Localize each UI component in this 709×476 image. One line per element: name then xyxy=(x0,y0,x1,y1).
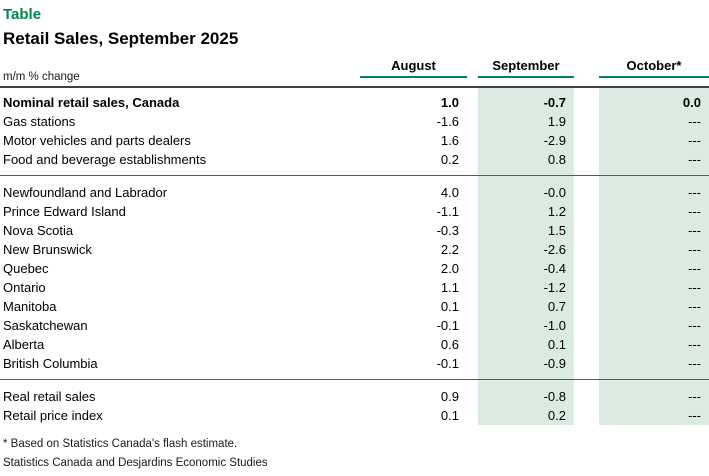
table-row: Real retail sales 0.9 -0.8 --- xyxy=(0,387,709,406)
table-row: Nova Scotia -0.3 1.5 --- xyxy=(0,221,709,240)
row-label: Saskatchewan xyxy=(3,318,88,333)
table-row: British Columbia -0.1 -0.9 --- xyxy=(0,354,709,373)
table-row: New Brunswick 2.2 -2.6 --- xyxy=(0,240,709,259)
row-label: Quebec xyxy=(3,261,49,276)
section-divider xyxy=(0,175,709,176)
cell-september: -1.0 xyxy=(543,318,566,333)
cell-september: -2.9 xyxy=(543,133,566,148)
table-row: Manitoba 0.1 0.7 --- xyxy=(0,297,709,316)
cell-september: -0.7 xyxy=(543,95,566,110)
row-label: Alberta xyxy=(3,337,45,352)
table-row: Quebec 2.0 -0.4 --- xyxy=(0,259,709,278)
row-label: Ontario xyxy=(3,280,46,295)
row-label: British Columbia xyxy=(3,356,98,371)
table-row: Saskatchewan -0.1 -1.0 --- xyxy=(0,316,709,335)
cell-august: 2.2 xyxy=(440,242,459,257)
row-label: Motor vehicles and parts dealers xyxy=(3,133,191,148)
row-label: New Brunswick xyxy=(3,242,92,257)
cell-august: 1.0 xyxy=(440,95,459,110)
table-row: Motor vehicles and parts dealers 1.6 -2.… xyxy=(0,131,709,150)
row-label: Prince Edward Island xyxy=(3,204,126,219)
september-shaded-band xyxy=(478,88,574,425)
cell-august: -0.1 xyxy=(436,318,459,333)
row-label: Manitoba xyxy=(3,299,57,314)
table-row: Alberta 0.6 0.1 --- xyxy=(0,335,709,354)
cell-august: 4.0 xyxy=(440,185,459,200)
cell-october: --- xyxy=(688,185,701,200)
cell-october: --- xyxy=(688,356,701,371)
row-label: Gas stations xyxy=(3,114,76,129)
cell-august: -0.1 xyxy=(436,356,459,371)
cell-august: 2.0 xyxy=(440,261,459,276)
cell-august: -1.1 xyxy=(436,204,459,219)
column-header-september-label: September xyxy=(478,57,574,78)
table-kicker: Table xyxy=(3,6,42,23)
cell-september: -0.4 xyxy=(543,261,566,276)
cell-september: -0.8 xyxy=(543,389,566,404)
cell-september: 1.2 xyxy=(547,204,566,219)
cell-october: --- xyxy=(688,261,701,276)
column-header-september: September xyxy=(467,50,574,86)
cell-september: 0.1 xyxy=(547,337,566,352)
cell-august: 0.6 xyxy=(440,337,459,352)
cell-september: 1.9 xyxy=(547,114,566,129)
cell-october: --- xyxy=(688,242,701,257)
cell-october: --- xyxy=(688,280,701,295)
table-row: Ontario 1.1 -1.2 --- xyxy=(0,278,709,297)
cell-september: 0.8 xyxy=(547,152,566,167)
cell-september: -0.9 xyxy=(543,356,566,371)
cell-october: --- xyxy=(688,389,701,404)
table-row: Retail price index 0.1 0.2 --- xyxy=(0,406,709,425)
row-label: Nova Scotia xyxy=(3,223,74,238)
column-header-august: August xyxy=(357,50,467,86)
cell-october: --- xyxy=(688,223,701,238)
column-header-october-label: October* xyxy=(599,57,709,78)
cell-september: -1.2 xyxy=(543,280,566,295)
cell-october: --- xyxy=(688,408,701,423)
cell-august: 1.1 xyxy=(440,280,459,295)
cell-august: -0.3 xyxy=(436,223,459,238)
cell-october: --- xyxy=(688,152,701,167)
cell-october: 0.0 xyxy=(682,95,701,110)
cell-october: --- xyxy=(688,299,701,314)
row-label: Newfoundland and Labrador xyxy=(3,185,168,200)
footnotes: * Based on Statistics Canada's flash est… xyxy=(3,435,709,473)
cell-august: 0.1 xyxy=(440,299,459,314)
row-label: Retail price index xyxy=(3,408,103,423)
row-label: Real retail sales xyxy=(3,389,96,404)
column-header-october: October* xyxy=(574,50,709,86)
cell-september: 1.5 xyxy=(547,223,566,238)
cell-september: 0.2 xyxy=(547,408,566,423)
october-shaded-band xyxy=(599,88,709,425)
cell-september: -2.6 xyxy=(543,242,566,257)
cell-october: --- xyxy=(688,337,701,352)
cell-october: --- xyxy=(688,133,701,148)
cell-august: 1.6 xyxy=(440,133,459,148)
table-row: Gas stations -1.6 1.9 --- xyxy=(0,112,709,131)
table-row: Food and beverage establishments 0.2 0.8… xyxy=(0,150,709,169)
cell-october: --- xyxy=(688,114,701,129)
column-header-august-label: August xyxy=(360,57,467,78)
table-row: Prince Edward Island -1.1 1.2 --- xyxy=(0,202,709,221)
cell-october: --- xyxy=(688,318,701,333)
table-row: Nominal retail sales, Canada 1.0 -0.7 0.… xyxy=(0,93,709,112)
section-divider xyxy=(0,379,709,380)
table-header-row: m/m % change August September October* xyxy=(0,50,709,88)
row-label: Food and beverage establishments xyxy=(3,152,207,167)
unit-label: m/m % change xyxy=(3,71,80,83)
cell-september: 0.7 xyxy=(547,299,566,314)
cell-august: 0.1 xyxy=(440,408,459,423)
cell-september: -0.0 xyxy=(543,185,566,200)
page-title: Retail Sales, September 2025 xyxy=(3,29,239,48)
table-body: Nominal retail sales, Canada 1.0 -0.7 0.… xyxy=(0,88,709,425)
footnote-flash-estimate: * Based on Statistics Canada's flash est… xyxy=(3,438,238,450)
row-label: Nominal retail sales, Canada xyxy=(3,95,180,110)
table-row: Newfoundland and Labrador 4.0 -0.0 --- xyxy=(0,183,709,202)
footnote-source: Statistics Canada and Desjardins Economi… xyxy=(3,457,268,469)
cell-august: 0.9 xyxy=(440,389,459,404)
cell-october: --- xyxy=(688,204,701,219)
cell-august: 0.2 xyxy=(440,152,459,167)
cell-august: -1.6 xyxy=(436,114,459,129)
